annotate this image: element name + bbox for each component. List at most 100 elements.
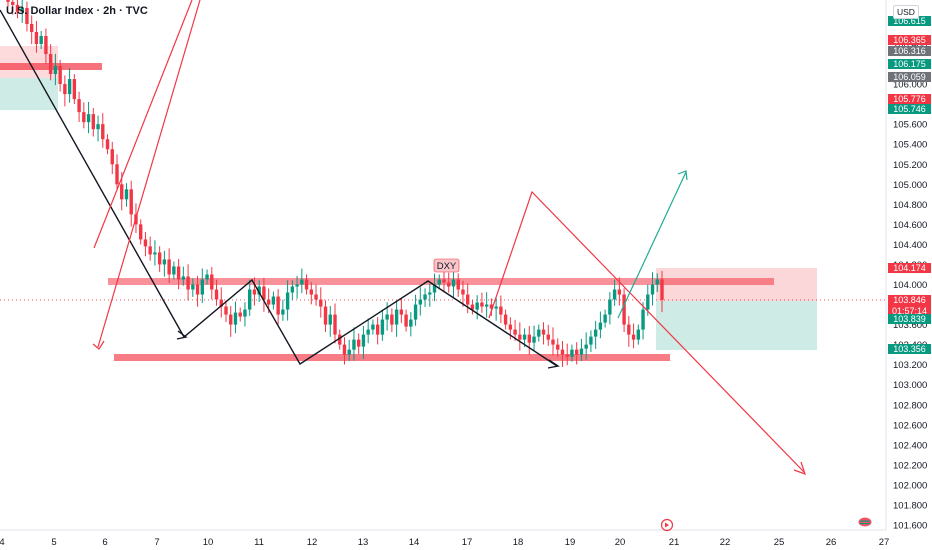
price-tag-label: 106.059 bbox=[893, 72, 926, 82]
candle-body bbox=[233, 312, 238, 325]
candle-body bbox=[437, 279, 441, 285]
price-tag[interactable] bbox=[888, 263, 931, 273]
candle-body bbox=[631, 334, 636, 340]
candle-body bbox=[238, 312, 242, 317]
candle-body bbox=[484, 304, 489, 307]
x-tick-label: 13 bbox=[358, 537, 369, 548]
candle-body bbox=[366, 329, 370, 335]
price-tag[interactable] bbox=[888, 104, 931, 114]
x-tick-label: 20 bbox=[615, 537, 626, 548]
candle-body bbox=[570, 349, 574, 357]
candle-body bbox=[470, 304, 475, 310]
candle-body bbox=[39, 35, 43, 44]
candle-body bbox=[475, 302, 479, 310]
candle-body bbox=[527, 334, 532, 343]
candle-body bbox=[309, 289, 314, 295]
red-arrowhead-right bbox=[793, 461, 806, 475]
candle-body bbox=[385, 314, 389, 320]
y-tick-label: 101.800 bbox=[893, 500, 927, 511]
candle-body bbox=[153, 252, 157, 255]
y-tick-label: 106.000 bbox=[893, 80, 927, 91]
candle-body bbox=[418, 299, 423, 305]
candle-body bbox=[186, 276, 190, 290]
candle-body bbox=[447, 282, 451, 287]
y-tick-label: 103.000 bbox=[893, 380, 927, 391]
x-tick-label: 11 bbox=[254, 537, 264, 548]
price-tag[interactable] bbox=[888, 314, 931, 324]
candle-body bbox=[247, 289, 252, 310]
candle-body bbox=[195, 284, 200, 295]
price-tag-label: 106.175 bbox=[893, 59, 926, 69]
x-tick-label: 14 bbox=[409, 537, 420, 548]
candle-body bbox=[224, 306, 228, 315]
candle-body bbox=[67, 79, 72, 95]
candle-body bbox=[48, 54, 53, 75]
candle-body bbox=[290, 286, 295, 293]
candle-body bbox=[15, 4, 20, 12]
x-tick-label: 7 bbox=[154, 537, 159, 548]
candle-body bbox=[101, 124, 105, 140]
y-tick-label: 103.200 bbox=[893, 360, 927, 371]
price-tag[interactable] bbox=[888, 46, 931, 56]
red-arrowhead-left bbox=[92, 340, 105, 350]
candle-body bbox=[584, 344, 588, 349]
candle-body bbox=[612, 289, 617, 300]
y-tick-label: 103.600 bbox=[893, 320, 927, 331]
candle-body bbox=[6, 0, 10, 2]
y-tick-label: 105.400 bbox=[893, 140, 927, 151]
candle-body bbox=[456, 279, 460, 290]
candle-body bbox=[105, 139, 110, 150]
candle-body bbox=[608, 299, 612, 315]
y-tick-label: 102.200 bbox=[893, 460, 927, 471]
candle-body bbox=[428, 292, 432, 295]
candle-body bbox=[138, 224, 143, 240]
support-zone bbox=[114, 354, 670, 361]
candle-body bbox=[181, 276, 186, 280]
price-tag[interactable] bbox=[888, 94, 931, 104]
red-projection-down bbox=[97, 0, 201, 348]
price-tag-label: 103.839 bbox=[893, 314, 926, 324]
green-arrowhead bbox=[677, 170, 688, 181]
replay-icon[interactable] bbox=[660, 518, 674, 532]
chart-title: U.S. Dollar Index · 2h · TVC bbox=[6, 5, 148, 17]
candle-body bbox=[655, 279, 659, 285]
candle-body bbox=[646, 294, 650, 310]
y-tick-label: 101.600 bbox=[893, 521, 927, 532]
candle-body bbox=[34, 31, 39, 44]
candle-body bbox=[110, 149, 114, 165]
candle-body bbox=[115, 164, 119, 185]
candle-body bbox=[210, 274, 214, 290]
candle-body bbox=[641, 309, 645, 330]
candle-body bbox=[465, 294, 470, 305]
candle-body bbox=[82, 112, 86, 123]
currency-badge[interactable]: USD bbox=[893, 5, 919, 19]
candle-body bbox=[556, 344, 560, 350]
price-tag[interactable] bbox=[888, 16, 931, 26]
x-tick-label: 27 bbox=[879, 537, 890, 548]
price-tag[interactable] bbox=[888, 59, 931, 69]
red-projection-up bbox=[93, 0, 193, 249]
candle-body bbox=[598, 322, 603, 330]
x-tick-label: 26 bbox=[826, 537, 837, 548]
price-tag[interactable] bbox=[888, 72, 931, 82]
candle-body bbox=[77, 99, 81, 113]
candle-body bbox=[191, 284, 195, 290]
price-axis[interactable] bbox=[886, 0, 932, 550]
candle-body bbox=[319, 299, 323, 307]
candle-body bbox=[356, 339, 361, 347]
candle-body bbox=[617, 289, 622, 295]
price-tag[interactable] bbox=[888, 295, 931, 315]
candle-body bbox=[257, 286, 261, 295]
target-zone bbox=[656, 301, 817, 350]
candle-body bbox=[162, 259, 167, 265]
candle-body bbox=[375, 324, 380, 335]
candle-body bbox=[551, 339, 555, 345]
candle-body bbox=[96, 124, 100, 130]
candle-body bbox=[513, 329, 517, 335]
x-tick-label: 12 bbox=[307, 537, 318, 548]
price-tag[interactable] bbox=[888, 344, 931, 354]
candle-body bbox=[537, 329, 541, 337]
price-tag[interactable] bbox=[888, 35, 931, 45]
